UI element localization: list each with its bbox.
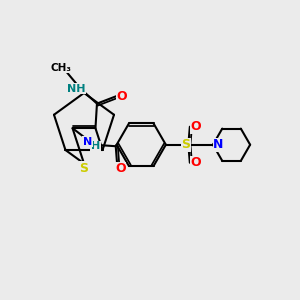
Text: O: O [116,90,127,103]
Text: O: O [190,120,201,133]
Text: H: H [91,141,100,151]
Text: S: S [182,138,190,151]
Text: O: O [190,156,201,169]
Text: CH₃: CH₃ [50,63,71,73]
Text: S: S [80,161,88,175]
Text: NH: NH [67,84,85,94]
Text: N: N [213,138,224,151]
Text: N: N [83,137,92,147]
Text: O: O [115,162,126,175]
